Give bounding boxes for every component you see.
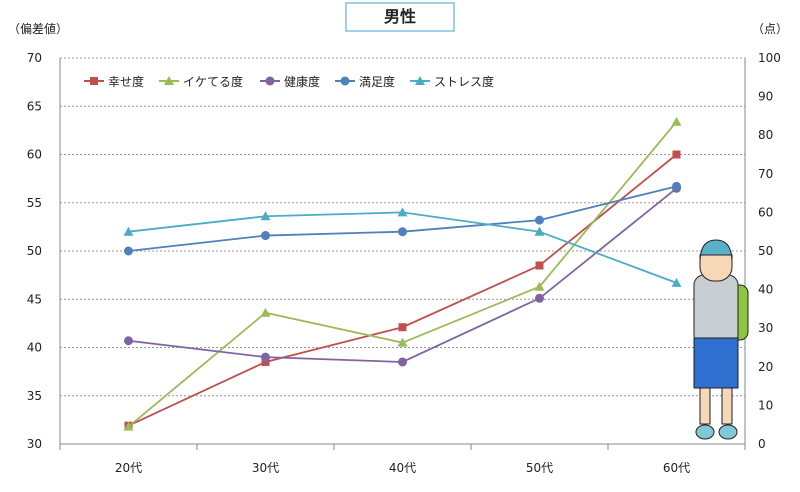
series-line <box>128 185 677 252</box>
left-axis-label: （偏差値） <box>8 22 69 36</box>
y-tick-label: 65 <box>27 99 42 113</box>
data-point <box>261 231 270 241</box>
legend-marker <box>265 76 275 86</box>
x-tick-label: 40代 <box>389 461 416 475</box>
legend-marker <box>340 76 350 86</box>
data-point <box>534 281 545 291</box>
data-point <box>260 211 271 221</box>
legend-label: 幸せ度 <box>108 74 144 89</box>
man-illustration-icon <box>693 239 749 440</box>
y2-tick-label: 20 <box>758 360 773 374</box>
y2-tick-label: 30 <box>758 321 773 335</box>
data-point <box>671 116 682 126</box>
data-point <box>534 226 545 236</box>
data-point <box>672 150 681 159</box>
y-tick-label: 35 <box>27 389 42 403</box>
data-point <box>397 207 408 217</box>
legend-label: ストレス度 <box>434 74 494 89</box>
legend-marker <box>415 76 425 85</box>
x-tick-label: 30代 <box>252 461 279 475</box>
series-line <box>127 121 678 428</box>
y2-tick-label: 100 <box>758 51 781 65</box>
data-point <box>535 261 544 270</box>
data-point <box>535 293 544 303</box>
y-tick-label: 50 <box>27 244 42 258</box>
y2-tick-label: 0 <box>758 437 766 451</box>
data-point <box>123 226 134 236</box>
y2-tick-label: 80 <box>758 128 773 142</box>
y2-tick-label: 40 <box>758 283 773 297</box>
y-tick-label: 40 <box>27 341 42 355</box>
data-point <box>261 357 270 366</box>
data-point <box>124 246 133 256</box>
data-point <box>672 181 681 191</box>
series-line <box>128 211 677 284</box>
x-tick-label: 20代 <box>115 461 142 475</box>
data-point <box>260 307 271 317</box>
data-point <box>671 277 682 287</box>
data-point <box>398 227 407 237</box>
series-line <box>128 153 678 427</box>
y2-tick-label: 60 <box>758 205 773 219</box>
data-point <box>261 352 270 362</box>
data-point <box>398 323 407 332</box>
legend-label: イケてる度 <box>183 74 243 89</box>
data-point <box>398 357 407 367</box>
y2-tick-label: 90 <box>758 90 773 104</box>
data-point <box>123 421 134 431</box>
x-tick-label: 60代 <box>663 461 690 475</box>
right-axis-label: （点） <box>752 22 789 36</box>
x-tick-label: 50代 <box>526 461 553 475</box>
data-point <box>535 215 544 225</box>
legend-marker <box>90 77 98 85</box>
y-tick-label: 70 <box>27 51 42 65</box>
y2-tick-label: 70 <box>758 167 773 181</box>
chart-title: 男性 <box>345 2 455 32</box>
y-tick-label: 30 <box>27 437 42 451</box>
y-tick-label: 60 <box>27 148 42 162</box>
y-tick-label: 55 <box>27 196 42 210</box>
y-tick-label: 45 <box>27 292 42 306</box>
legend-label: 健康度 <box>284 74 320 89</box>
legend-label: 満足度 <box>359 74 395 89</box>
legend-marker <box>164 76 174 85</box>
y2-tick-label: 50 <box>758 244 773 258</box>
data-point <box>397 337 408 347</box>
data-point <box>124 336 133 346</box>
y2-tick-label: 10 <box>758 398 773 412</box>
